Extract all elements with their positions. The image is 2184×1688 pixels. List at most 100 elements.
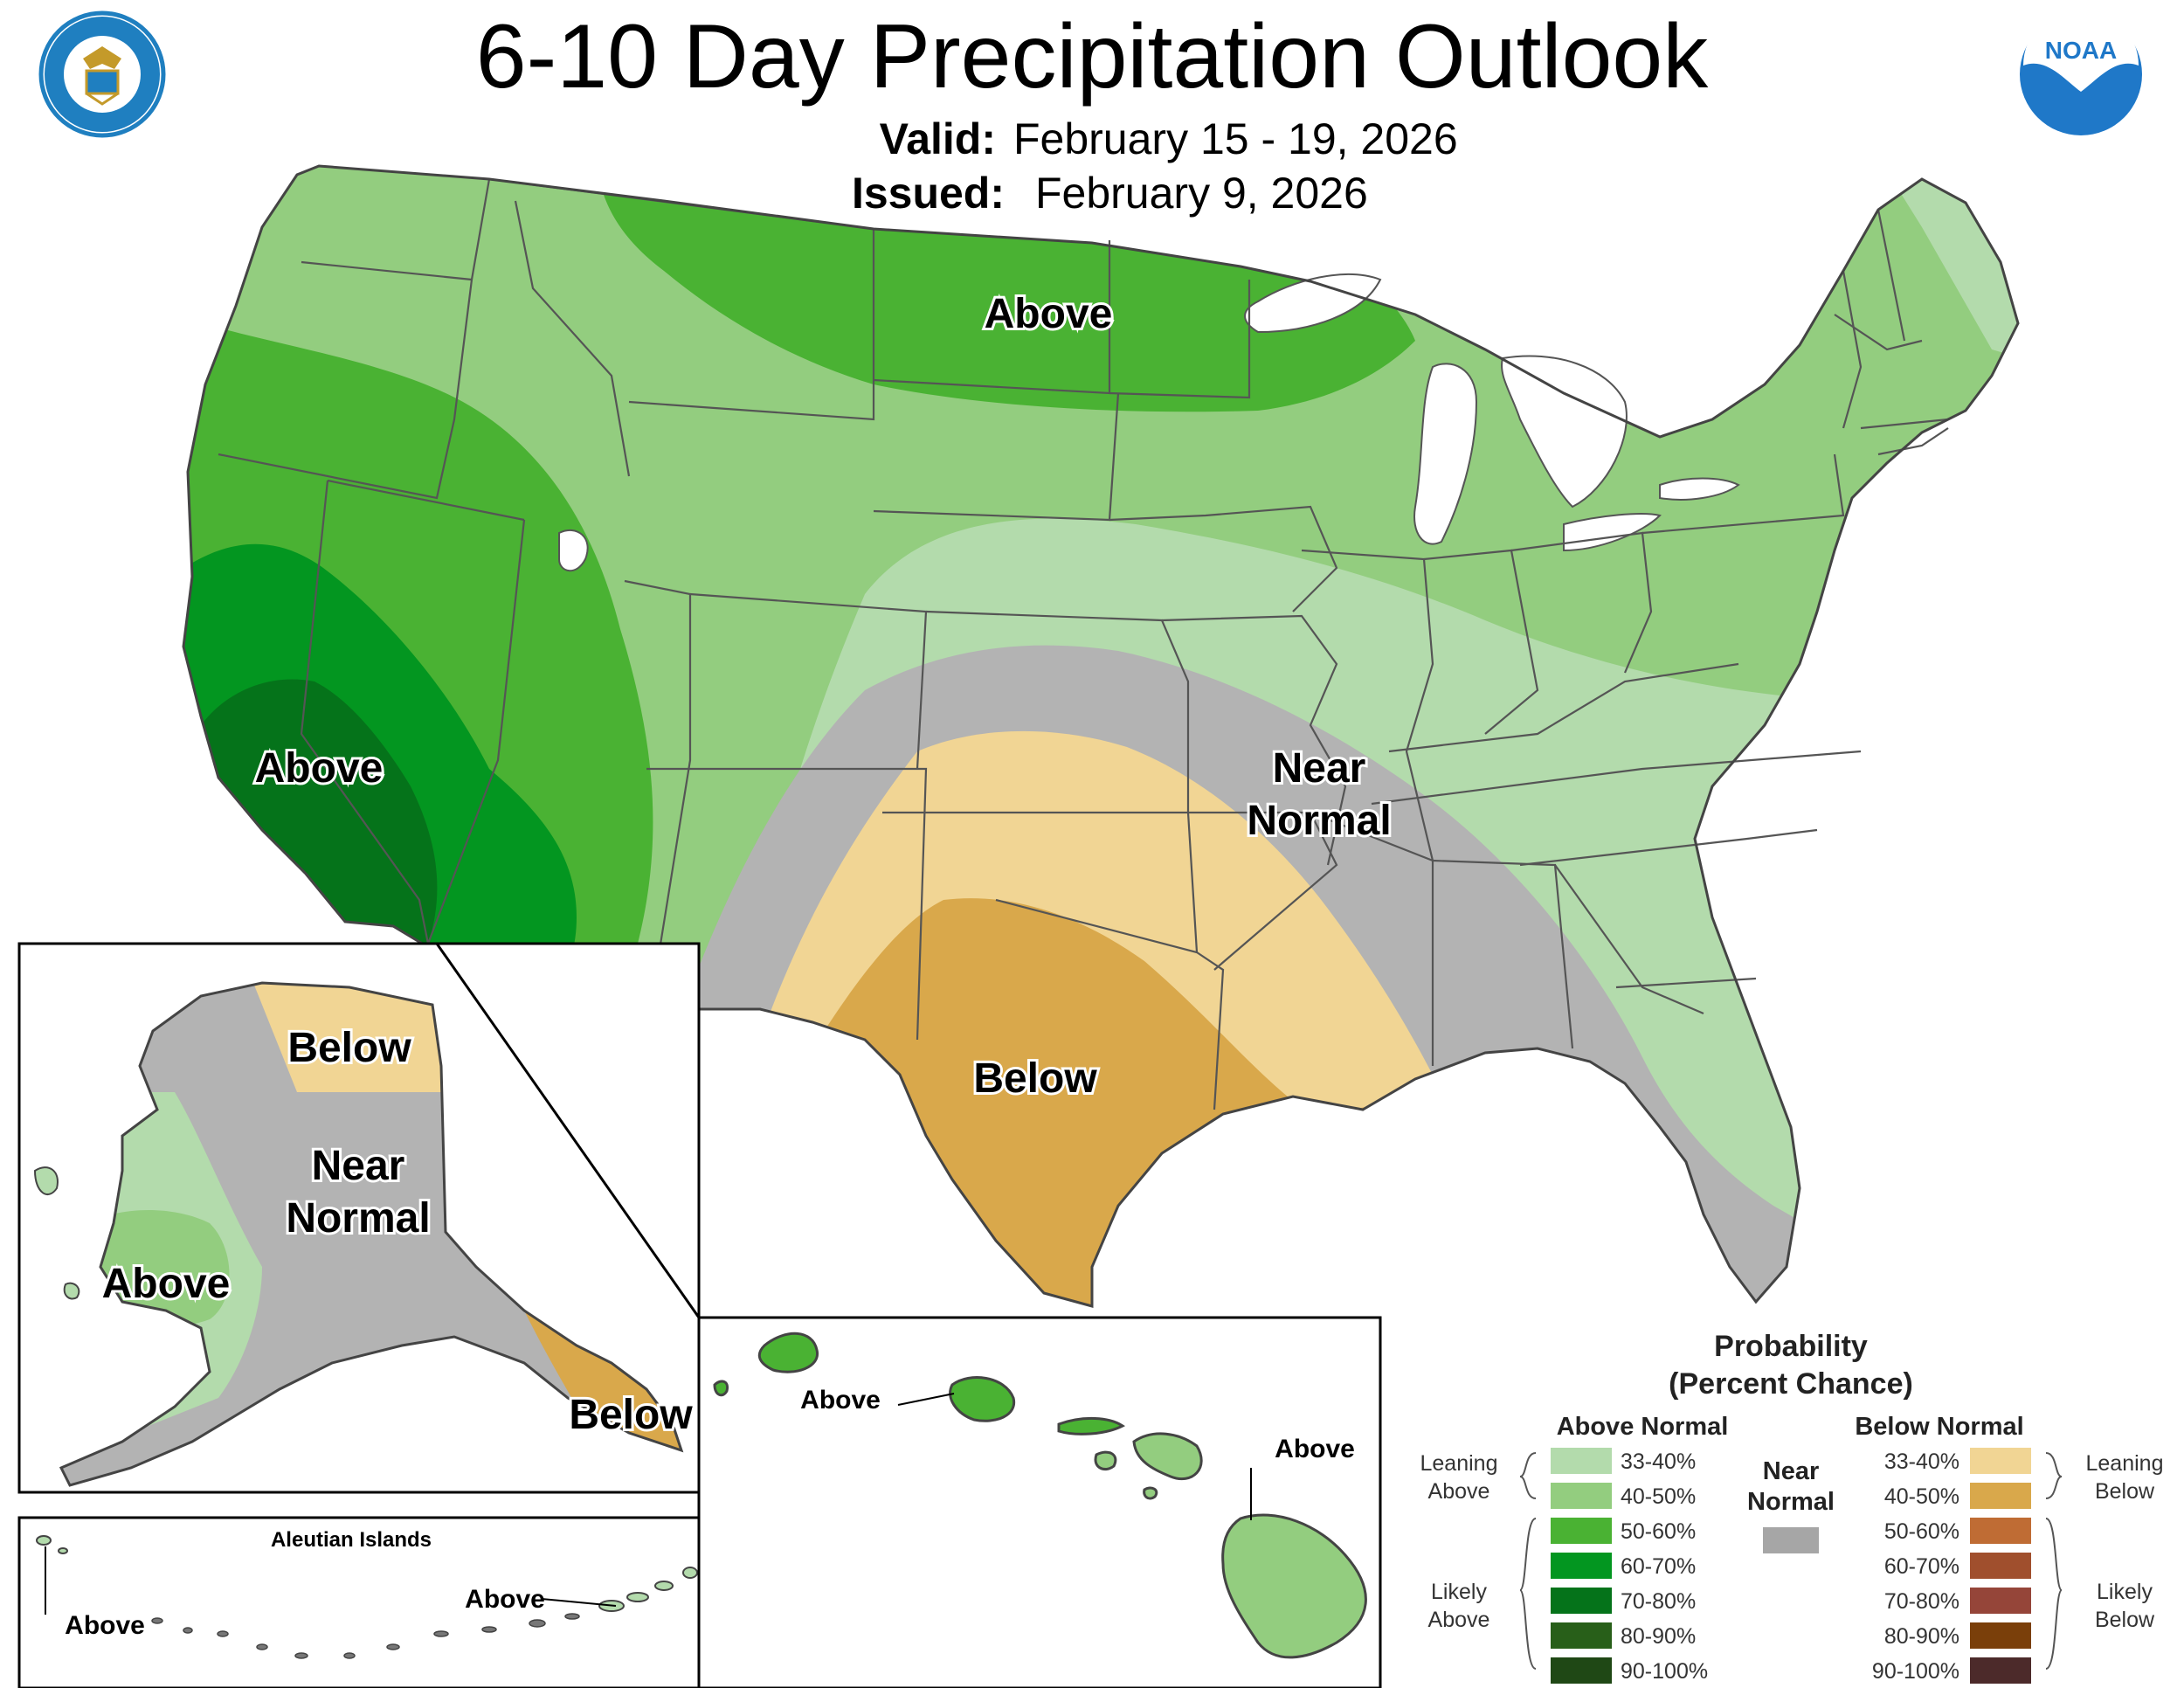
page-title: 6-10 Day Precipitation Outlook: [476, 6, 1710, 107]
probability-legend: Probability (Percent Chance) Above Norma…: [1420, 1330, 2164, 1684]
aleutian-east-leader-line: [541, 1598, 617, 1607]
legend-below-swatch-1: [1970, 1483, 2031, 1509]
legend-below-range-label-3: 60-70%: [1884, 1554, 1959, 1579]
conus-near-normal-label-line1: Near: [1273, 745, 1366, 792]
legend-leaning-above-label-line2: Above: [1428, 1479, 1490, 1504]
legend-near-normal-label-line1: Near: [1763, 1457, 1820, 1485]
legend-above-range-label-3: 60-70%: [1621, 1554, 1696, 1579]
lake-ontario: [1659, 477, 1740, 501]
legend-leaning-below-label-line1: Leaning: [2086, 1451, 2164, 1476]
conus-above-west-label: Above: [255, 745, 384, 792]
legend-below-range-label-0: 33-40%: [1884, 1449, 1959, 1474]
alaska-above-label: Above: [102, 1261, 231, 1307]
legend-likely-above-label-line2: Above: [1428, 1608, 1490, 1632]
conus-below-label: Below: [973, 1055, 1097, 1102]
legend-below-swatch-6: [1970, 1657, 2031, 1684]
legend-below-range-label-4: 70-80%: [1884, 1589, 1959, 1614]
legend-likely-below-label-line1: Likely: [2097, 1580, 2153, 1604]
legend-above-range-label-2: 50-60%: [1621, 1519, 1696, 1544]
alaska-island-nunivak: [63, 1282, 80, 1300]
legend-brackets: [1519, 1452, 2063, 1670]
lake-huron: [1501, 355, 1628, 508]
lake-superior: [1244, 273, 1382, 334]
alaska-below-southeast-label: Below: [569, 1392, 693, 1438]
aleutian-islands-title: Aleutian Islands: [271, 1528, 432, 1552]
alaska-near-normal-label-line2: Normal: [286, 1195, 430, 1242]
legend-above-range-label-5: 80-90%: [1621, 1624, 1696, 1649]
legend-likely-above-label-line1: Likely: [1431, 1580, 1487, 1604]
legend-below-swatch-5: [1970, 1622, 2031, 1649]
legend-below-swatch-4: [1970, 1588, 2031, 1614]
kauai-island: [757, 1332, 819, 1373]
niihau-island: [713, 1380, 729, 1397]
lake-michigan: [1413, 363, 1478, 545]
legend-near-normal-label-line2: Normal: [1747, 1488, 1835, 1516]
noaa-logo-icon: NOAA: [2020, 8, 2142, 135]
legend-above-swatch-6: [1551, 1657, 1612, 1684]
legend-below-range-label-2: 50-60%: [1884, 1519, 1959, 1544]
legend-leaning-below-label-line2: Below: [2095, 1479, 2155, 1504]
legend-above-range-label-0: 33-40%: [1621, 1449, 1696, 1474]
legend-above-swatch-1: [1551, 1483, 1612, 1509]
valid-value: February 15 - 19, 2026: [1013, 114, 1458, 163]
great-lakes: [1244, 273, 1740, 552]
conus-state-boundaries: [218, 177, 1949, 1110]
aleutian-above-west-label: Above: [65, 1611, 145, 1640]
oahu-island: [949, 1376, 1016, 1422]
legend-title-line2: (Percent Chance): [1669, 1367, 1913, 1401]
great-salt-lake: [558, 529, 589, 572]
legend-above-range-label-6: 90-100%: [1621, 1659, 1708, 1684]
legend-title-line1: Probability: [1714, 1330, 1868, 1363]
hawaii-west-leader-line: [897, 1393, 955, 1406]
issued-value: February 9, 2026: [1035, 169, 1368, 218]
legend-below-range-label-5: 80-90%: [1884, 1624, 1959, 1649]
legend-above-swatch-2: [1551, 1518, 1612, 1544]
legend-below-normal-header: Below Normal: [1855, 1413, 2023, 1441]
kahoolawe-island: [1143, 1486, 1158, 1500]
conus-outline: [182, 164, 2020, 1308]
lanai-island: [1094, 1450, 1117, 1470]
legend-below-swatch-2: [1970, 1518, 2031, 1544]
alaska-island-st-lawrence: [33, 1166, 59, 1195]
lake-erie: [1563, 513, 1662, 552]
aleutian-islands-small: [151, 1613, 580, 1659]
alaska-inset: Below Near Normal Above Below: [17, 942, 701, 1688]
hawaii-above-east-label: Above: [1275, 1435, 1355, 1463]
maui-island: [1132, 1432, 1203, 1481]
legend-below-range-label-6: 90-100%: [1872, 1659, 1959, 1684]
svg-text:NOAA: NOAA: [2045, 37, 2117, 64]
aleutian-above-east-label: Above: [465, 1585, 545, 1614]
legend-below-normal-scale: 33-40% 40-50% 50-60% 60-70% 70-80% 80-90% 90-1…: [1872, 1448, 2031, 1684]
aleutian-islands-inset: Aleutian Islands Above Above: [17, 1516, 701, 1688]
legend-above-swatch-4: [1551, 1588, 1612, 1614]
legend-below-swatch-3: [1970, 1553, 2031, 1579]
valid-label: Valid:: [880, 114, 996, 163]
hawaii-islands: [713, 1332, 1367, 1659]
legend-above-range-label-1: 40-50%: [1621, 1484, 1696, 1509]
legend-above-swatch-3: [1551, 1553, 1612, 1579]
legend-above-swatch-5: [1551, 1622, 1612, 1649]
conus-above-north-label: Above: [985, 291, 1113, 337]
legend-above-normal-scale: 33-40% 40-50% 50-60% 60-70% 70-80% 80-90% 90-1…: [1551, 1448, 1708, 1684]
conus-near-normal-label-line2: Normal: [1247, 798, 1391, 844]
hawaii-inset: Above Above: [697, 1316, 1382, 1688]
legend-likely-below-label-line2: Below: [2095, 1608, 2155, 1632]
legend-above-normal-header: Above Normal: [1557, 1413, 1729, 1441]
hawaii-above-west-label: Above: [800, 1386, 881, 1415]
alaska-near-normal-label-line1: Near: [312, 1143, 405, 1189]
department-of-commerce-seal-icon: [38, 10, 166, 138]
legend-leaning-above-label-line1: Leaning: [1420, 1451, 1498, 1476]
issued-label: Issued:: [852, 169, 1005, 218]
legend-below-range-label-1: 40-50%: [1884, 1484, 1959, 1509]
molokai-island: [1057, 1416, 1125, 1435]
header: 6-10 Day Precipitation Outlook Valid: Fe…: [476, 6, 1710, 218]
big-island-hawaii: [1221, 1513, 1367, 1659]
legend-below-swatch-0: [1970, 1448, 2031, 1474]
alaska-outline: [59, 981, 684, 1487]
legend-above-range-label-4: 70-80%: [1621, 1589, 1696, 1614]
alaska-below-north-label: Below: [287, 1025, 411, 1071]
legend-above-swatch-0: [1551, 1448, 1612, 1474]
alaska-inset-connector: [435, 943, 701, 1318]
legend-near-normal-swatch: [1763, 1527, 1819, 1553]
